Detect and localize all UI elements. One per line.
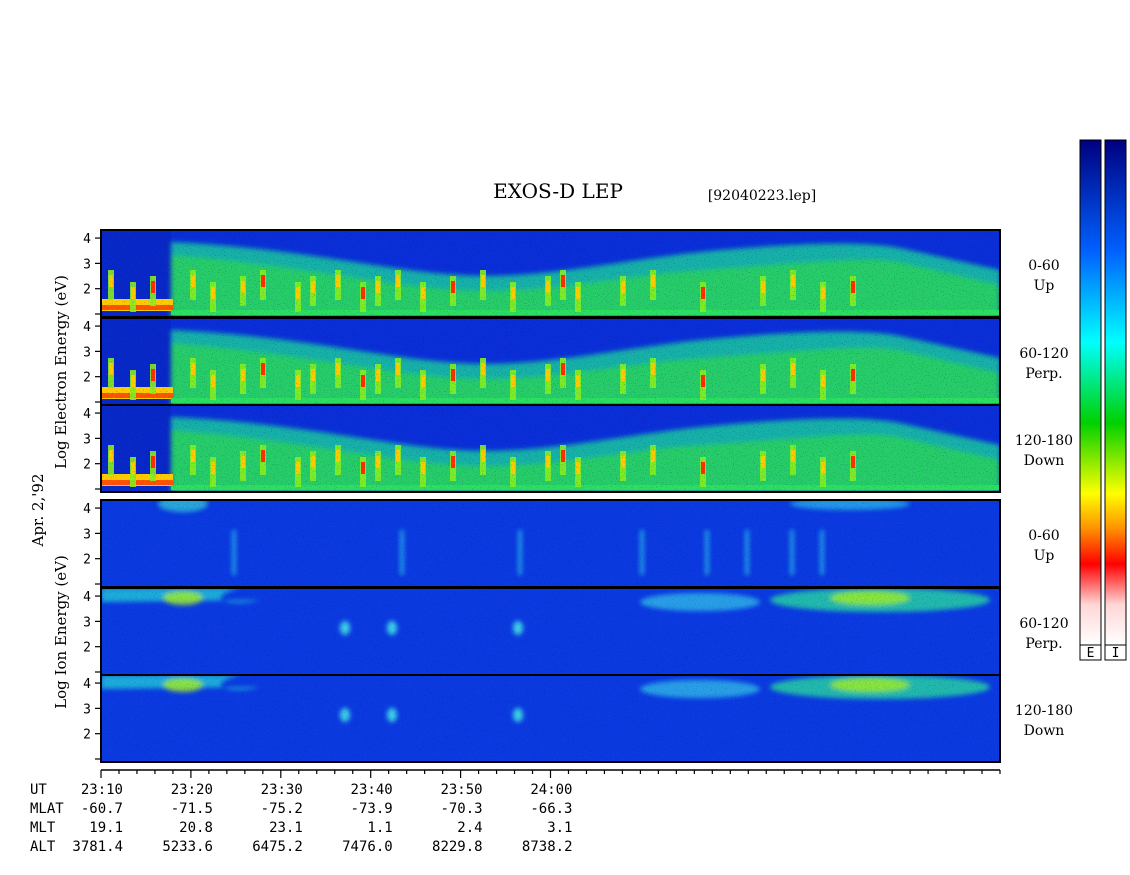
- panel-ion-up: 2 3 4 0-60 Up: [83, 499, 1060, 588]
- direction-label: Down: [1024, 723, 1065, 739]
- file-label: [92040223.lep]: [708, 188, 816, 204]
- y-tick-label: 4: [83, 677, 91, 692]
- orbit-value: 19.1: [89, 820, 123, 836]
- y-tick-label: 2: [83, 641, 91, 656]
- orbit-value: 24:00: [530, 782, 572, 798]
- panel-ion-down: 2 3 4 120-180 Down: [83, 674, 1073, 763]
- pitch-label: 0-60: [1028, 258, 1059, 274]
- orbit-value: 23.1: [269, 820, 303, 836]
- direction-label: Perp.: [1025, 366, 1062, 382]
- orbit-value: 3.1: [547, 820, 572, 836]
- y-tick-label: 4: [83, 320, 91, 335]
- orbit-value: -70.3: [440, 801, 482, 817]
- ion-ylabel: Log Ion Energy (eV): [52, 555, 70, 709]
- orbit-row-label: ALT: [30, 839, 56, 855]
- pitch-label: 120-180: [1015, 703, 1073, 719]
- colorbar-electron-label: E: [1087, 646, 1095, 661]
- y-tick-label: 2: [83, 371, 91, 386]
- y-tick-label: 4: [83, 502, 91, 517]
- y-tick-label: 3: [83, 527, 91, 542]
- pitch-label: 60-120: [1019, 346, 1068, 362]
- y-tick-label: 3: [83, 345, 91, 360]
- y-tick-label: 2: [83, 458, 91, 473]
- orbit-value: 23:50: [440, 782, 482, 798]
- orbit-value: -71.5: [171, 801, 213, 817]
- orbit-value: 6475.2: [252, 839, 303, 855]
- panel-ion-perp: 2 3 4 60-120 Perp.: [83, 587, 1069, 676]
- direction-label: Up: [1034, 278, 1055, 294]
- chart-title: EXOS-D LEP: [493, 179, 623, 203]
- y-tick-label: 2: [83, 728, 91, 743]
- y-tick-label: 2: [83, 283, 91, 298]
- y-tick-label: 2: [83, 553, 91, 568]
- orbit-value: 7476.0: [342, 839, 393, 855]
- pitch-label: 0-60: [1028, 528, 1059, 544]
- orbit-value: 23:30: [261, 782, 303, 798]
- orbit-value: 20.8: [179, 820, 213, 836]
- electron-ylabel: Log Electron Energy (eV): [52, 275, 70, 469]
- y-tick-label: 3: [83, 702, 91, 717]
- y-tick-label: 3: [83, 615, 91, 630]
- panel-electron-perp: 2 3 4 60-120 Perp.: [83, 317, 1069, 406]
- orbit-value: 8738.2: [522, 839, 573, 855]
- orbit-value: -60.7: [81, 801, 123, 817]
- panel-frame: [100, 674, 1001, 763]
- orbit-row-label: MLAT: [30, 801, 64, 817]
- panel-electron-down: 2 3 4 120-180 Down: [83, 404, 1073, 493]
- orbit-value: 1.1: [367, 820, 392, 836]
- spectrogram-panels: 2 3 4 0-60 Up 2 3 4 60-120 Perp. 2 3 4 120-180 Down 2 3 4…: [83, 229, 1073, 763]
- orbit-value: -73.9: [351, 801, 393, 817]
- orbit-value: 2.4: [457, 820, 482, 836]
- orbit-value: 8229.8: [432, 839, 483, 855]
- time-axis: [100, 769, 1001, 778]
- orbit-value: 23:10: [81, 782, 123, 798]
- colorbar-electron: E: [1079, 139, 1102, 661]
- y-tick-label: 4: [83, 232, 91, 247]
- date-label: Apr. 2,'92: [29, 473, 47, 547]
- orbit-value: 23:40: [351, 782, 393, 798]
- y-tick-label: 4: [83, 407, 91, 422]
- orbit-value: -75.2: [261, 801, 303, 817]
- orbit-value: -66.3: [530, 801, 572, 817]
- orbit-value: 3781.4: [72, 839, 123, 855]
- y-tick-label: 3: [83, 432, 91, 447]
- orbit-table: UT 23:10 23:20 23:30 23:40 23:50 24:00 MLAT -60.…: [30, 782, 573, 855]
- orbit-value: 5233.6: [162, 839, 213, 855]
- orbit-row-label: UT: [30, 782, 47, 798]
- direction-label: Down: [1024, 453, 1065, 469]
- direction-label: Up: [1034, 548, 1055, 564]
- y-tick-label: 3: [83, 257, 91, 272]
- orbit-value: 23:20: [171, 782, 213, 798]
- orbit-row-label: MLT: [30, 820, 56, 836]
- panel-frame: [100, 404, 1001, 493]
- colorbar-ion: I: [1104, 139, 1127, 661]
- pitch-label: 60-120: [1019, 616, 1068, 632]
- colorbar-ion-label: I: [1112, 646, 1120, 661]
- direction-label: Perp.: [1025, 636, 1062, 652]
- y-tick-label: 4: [83, 590, 91, 605]
- pitch-label: 120-180: [1015, 433, 1073, 449]
- panel-electron-up: 2 3 4 0-60 Up: [83, 229, 1060, 318]
